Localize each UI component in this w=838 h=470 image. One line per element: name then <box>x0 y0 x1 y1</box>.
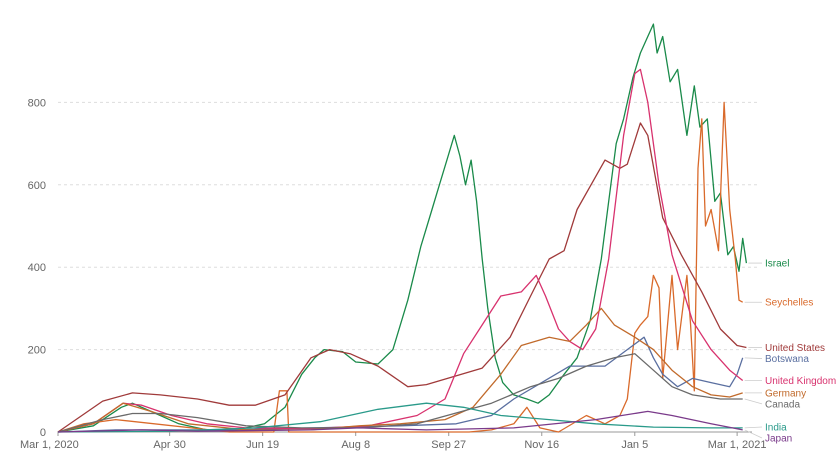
series-line-united-states <box>57 122 747 433</box>
x-tick-label: Sep 27 <box>431 439 466 451</box>
y-axis-tick-labels: 0 200 400 600 800 <box>28 97 46 439</box>
series-line-japan <box>57 410 743 433</box>
label-connector-botswana <box>744 357 763 359</box>
series-label-japan: Japan <box>765 434 792 445</box>
series-label-botswana: Botswana <box>765 354 809 365</box>
series-lines <box>57 23 748 433</box>
series-line-germany <box>57 307 743 433</box>
series-label-india: India <box>765 423 787 434</box>
x-axis: Mar 1, 2020 Apr 30 Jun 19 Aug 8 Sep 27 Nov 16… <box>20 431 767 451</box>
y-tick-label: 0 <box>40 427 46 439</box>
x-tick-label: Aug 8 <box>341 439 370 451</box>
y-tick-label: 400 <box>28 262 46 274</box>
series-label-united-states: United States <box>765 343 825 354</box>
series-line-botswana <box>57 336 744 433</box>
series-line-united-kingdom <box>57 68 744 433</box>
series-line-israel <box>57 23 748 433</box>
x-tick-label: Jun 19 <box>246 439 279 451</box>
x-tick-label: Nov 16 <box>524 439 559 451</box>
x-tick-label: Mar 1, 2020 <box>20 439 79 451</box>
y-tick-label: 600 <box>28 180 46 192</box>
y-tick-label: 800 <box>28 97 46 109</box>
label-connector-india <box>744 426 763 429</box>
x-tick-label: Apr 30 <box>153 439 185 451</box>
series-line-india <box>57 402 743 433</box>
label-connector-japan <box>744 429 763 439</box>
x-tick-label: Jan 5 <box>621 439 648 451</box>
series-label-israel: Israel <box>765 259 789 270</box>
label-connector-canada <box>744 398 763 405</box>
series-line-seychelles <box>57 101 744 433</box>
y-tick-label: 200 <box>28 345 46 357</box>
gridlines <box>58 101 760 351</box>
x-tick-label: Mar 1, 2021 <box>708 439 767 451</box>
series-line-canada <box>57 353 743 433</box>
series-label-canada: Canada <box>765 399 800 410</box>
series-label-united-kingdom: United Kingdom <box>765 376 836 387</box>
series-label-germany: Germany <box>765 388 806 399</box>
series-label-seychelles: Seychelles <box>765 298 813 309</box>
